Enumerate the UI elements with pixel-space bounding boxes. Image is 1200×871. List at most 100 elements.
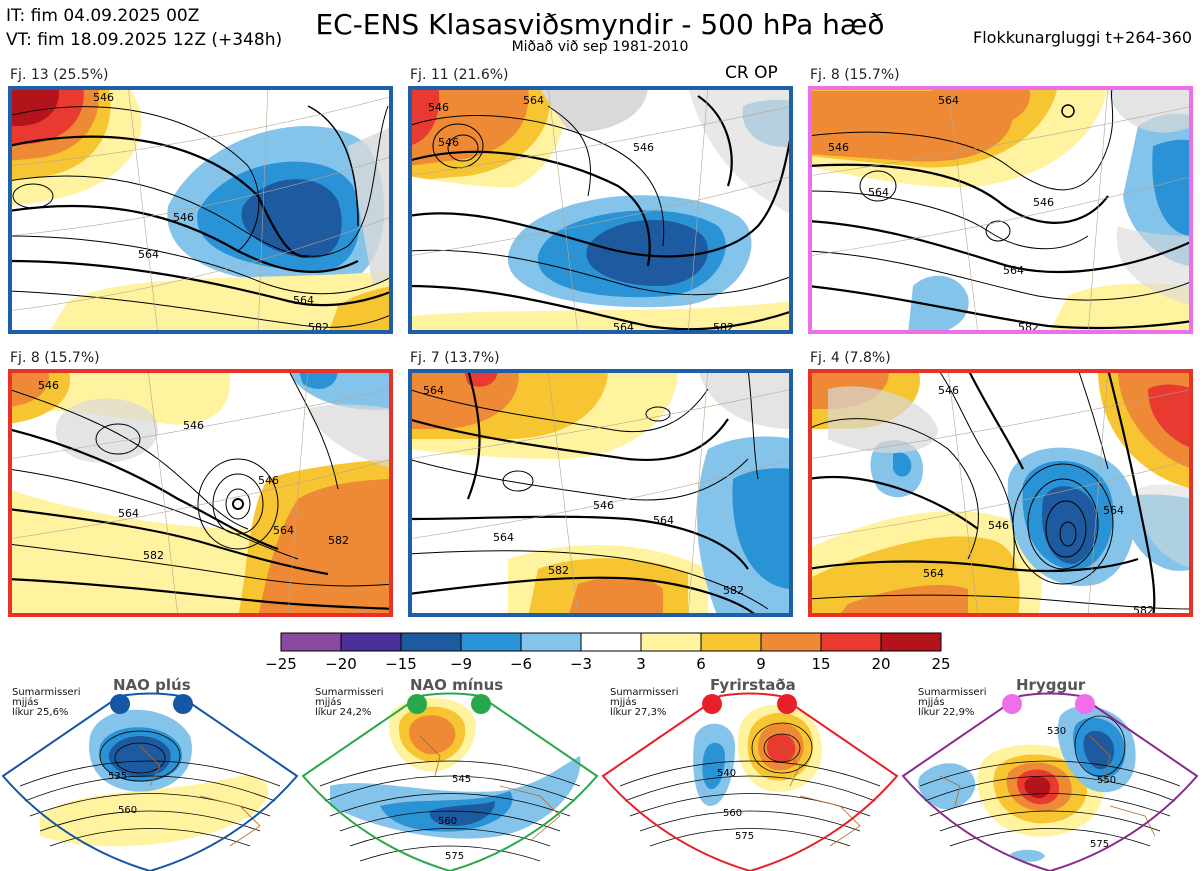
contour-label: 564: [138, 248, 159, 261]
contour-label: 564: [493, 531, 514, 544]
colorbar-cell: [460, 632, 522, 652]
panel-6-label: Fj. 4 (7.8%): [810, 350, 891, 366]
regime-name: Hryggur: [1016, 676, 1086, 694]
colorbar-cell: [400, 632, 462, 652]
colorbar-cell: [520, 632, 582, 652]
regime-marker: [407, 694, 427, 714]
window-label: Flokkunargluggi t+264-360: [973, 28, 1192, 47]
contour-label: 582: [723, 584, 744, 597]
colorbar-cell: [640, 632, 702, 652]
regime-nao-plus[interactable]: Sumarmisseri mjjás líkur 25,6% NAO plús …: [0, 676, 300, 871]
contour-label: 546: [633, 141, 654, 154]
panel-frame: [8, 86, 393, 334]
colorbar-cell: [820, 632, 882, 652]
header-info: IT: fim 04.09.2025 00Z VT: fim 18.09.202…: [6, 4, 282, 52]
contour-label: 582: [143, 549, 164, 562]
contour-label: 564: [523, 94, 544, 107]
panel-frame: [808, 369, 1193, 617]
regime-nao-minus[interactable]: Sumarmisseri mjjás líkur 24,2% NAO mínus…: [300, 676, 600, 871]
contour-label: 564: [1103, 504, 1124, 517]
regime-name: Fyrirstaða: [710, 676, 796, 694]
contour-label: 564: [923, 567, 944, 580]
contour-label: 546: [183, 419, 204, 432]
contour-label: 535: [108, 771, 127, 782]
regime-note: Sumarmisseri mjjás líkur 22,9%: [918, 687, 987, 718]
contour-label: 546: [593, 499, 614, 512]
contour-label: 560: [438, 816, 457, 827]
panel-frame: [408, 369, 793, 617]
regime-note: Sumarmisseri mjjás líkur 27,3%: [610, 687, 679, 718]
panel-3-label: Fj. 8 (15.7%): [810, 67, 900, 83]
regime-blocking[interactable]: Sumarmisseri mjjás líkur 27,3% Fyrirstað…: [600, 676, 900, 871]
regime-note: Sumarmisseri mjjás líkur 25,6%: [12, 687, 81, 718]
contour-label: 540: [717, 768, 736, 779]
valid-time: VT: fim 18.09.2025 12Z (+348h): [6, 30, 283, 50]
contour-label: 546: [438, 136, 459, 149]
panel-frame: [408, 86, 793, 334]
regime-marker: [173, 694, 193, 714]
contour-label: 564: [1003, 264, 1024, 277]
regime-marker: [777, 694, 797, 714]
contour-label: 560: [723, 808, 742, 819]
cluster-map-1[interactable]: 546 564 546 564 582: [8, 86, 393, 334]
panel-frame: [808, 86, 1193, 334]
contour-label: 564: [118, 507, 139, 520]
contour-label: 582: [548, 564, 569, 577]
colorbar-cell: [280, 632, 342, 652]
cluster-map-5[interactable]: 564 546 564 564 582 582: [408, 369, 793, 617]
op-marker: CR OP: [725, 63, 778, 83]
regime-note: Sumarmisseri mjjás líkur 24,2%: [315, 687, 384, 718]
contour-label: 546: [258, 474, 279, 487]
contour-label: 546: [428, 101, 449, 114]
cluster-map-6[interactable]: 546 546 564 564 582: [808, 369, 1193, 617]
contour-label: 546: [173, 211, 194, 224]
colorbar-tick-label: −25: [265, 655, 297, 673]
colorbar-cell: [760, 632, 822, 652]
contour-label: 546: [828, 141, 849, 154]
contour-label: 564: [293, 294, 314, 307]
contour-label: 564: [423, 384, 444, 397]
panel-2-label: Fj. 11 (21.6%): [410, 67, 509, 83]
contour-label: 530: [1047, 726, 1066, 737]
contour-label: 575: [735, 831, 754, 842]
cluster-map-4[interactable]: 546 546 564 546 564 582 582: [8, 369, 393, 617]
contour-label: 564: [273, 524, 294, 537]
contour-label: 575: [1090, 839, 1109, 850]
colorbar-tick-label: 3: [636, 655, 646, 673]
panel-frame: [8, 369, 393, 617]
contour-label: 564: [938, 94, 959, 107]
contour-label: 546: [988, 519, 1009, 532]
colorbar-cell: [880, 632, 942, 652]
colorbar-tick-label: −3: [569, 655, 593, 673]
contour-label: 575: [445, 851, 464, 862]
colorbar-cell: [580, 632, 642, 652]
cluster-map-3[interactable]: 564 546 564 546 564 582: [808, 86, 1193, 334]
regime-marker: [1002, 694, 1022, 714]
init-time: IT: fim 04.09.2025 00Z: [6, 6, 200, 26]
contour-label: 546: [93, 91, 114, 104]
regime-marker: [1075, 694, 1095, 714]
regime-name: NAO plús: [113, 676, 191, 694]
colorbar-cell: [700, 632, 762, 652]
colorbar: [280, 632, 942, 652]
colorbar-tick-label: 25: [931, 655, 951, 673]
cluster-map-2[interactable]: 546 546 564 546 582 564: [408, 86, 793, 334]
regime-marker: [702, 694, 722, 714]
panel-5-label: Fj. 7 (13.7%): [410, 350, 500, 366]
regime-marker: [471, 694, 491, 714]
contour-label: 546: [1033, 196, 1054, 209]
contour-label: 582: [328, 534, 349, 547]
colorbar-tick-label: −15: [385, 655, 417, 673]
colorbar-tick-label: 15: [811, 655, 831, 673]
contour-label: 546: [38, 379, 59, 392]
panel-1-label: Fj. 13 (25.5%): [10, 67, 109, 83]
colorbar-cell: [340, 632, 402, 652]
contour-label: 550: [1097, 775, 1116, 786]
contour-label: 564: [868, 186, 889, 199]
contour-label: 546: [938, 384, 959, 397]
contour-label: 564: [653, 514, 674, 527]
regime-ridge[interactable]: Sumarmisseri mjjás líkur 22,9% Hryggur 5…: [900, 676, 1200, 871]
colorbar-tick-label: −9: [449, 655, 473, 673]
colorbar-tick-label: 9: [756, 655, 766, 673]
regime-name: NAO mínus: [410, 676, 504, 694]
